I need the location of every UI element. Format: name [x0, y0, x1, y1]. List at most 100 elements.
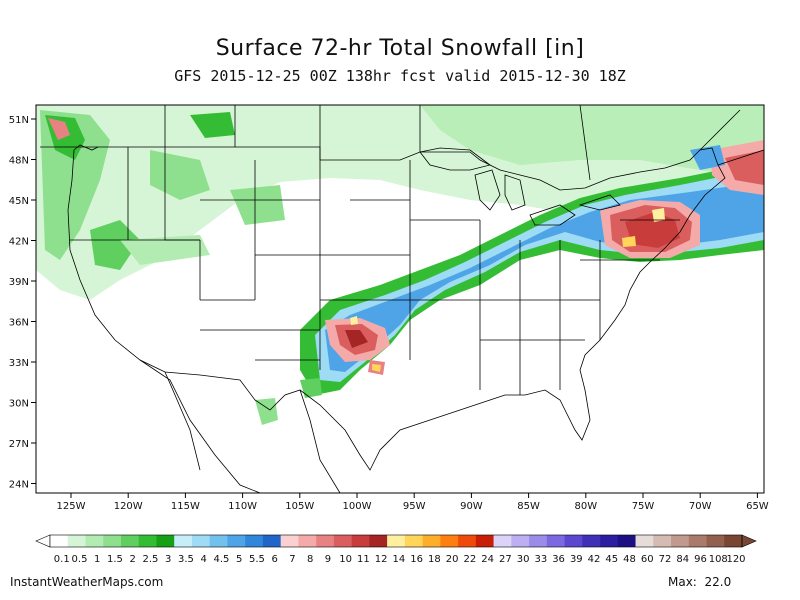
colorbar-label: 2.5 — [143, 554, 159, 565]
lat-tick-label: 45N — [9, 196, 29, 207]
latitude-axis: 51N 48N 45N 42N 39N 36N 33N 30N 27N 24N — [9, 115, 36, 491]
colorbar-label: 4.5 — [213, 554, 229, 565]
lat-tick-label: 24N — [9, 480, 29, 491]
colorbar-label: 2 — [130, 554, 136, 565]
colorbar-label: 96 — [694, 554, 707, 565]
political-boundaries — [40, 105, 764, 493]
colorbar-swatch — [103, 535, 122, 547]
colorbar-label: 8 — [307, 554, 313, 565]
colorbar-label: 39 — [570, 554, 583, 565]
colorbar-swatch — [227, 535, 246, 547]
colorbar-swatch — [564, 535, 583, 547]
colorbar-label: 18 — [428, 554, 441, 565]
colorbar-label: 5.5 — [249, 554, 265, 565]
colorbar-label: 1 — [94, 554, 100, 565]
lon-tick-label: 120W — [114, 501, 143, 512]
colorbar-label: 60 — [641, 554, 654, 565]
colorbar-label: 22 — [463, 554, 476, 565]
colorbar-label: 72 — [659, 554, 672, 565]
colorbar-swatch — [245, 535, 264, 547]
colorbar-label: 42 — [588, 554, 601, 565]
colorbar-swatch — [67, 535, 86, 547]
lon-tick-label: 115W — [171, 501, 200, 512]
lat-tick-label: 27N — [9, 439, 29, 450]
colorbar-label: 36 — [552, 554, 565, 565]
colorbar-swatch — [351, 535, 370, 547]
colorbar-swatch — [688, 535, 707, 547]
lon-tick-label: 75W — [632, 501, 655, 512]
colorbar-swatch — [511, 535, 530, 547]
colorbar-label: 33 — [534, 554, 547, 565]
colorbar-swatch — [138, 535, 157, 547]
colorbar-swatch — [209, 535, 228, 547]
lat-tick-label: 36N — [9, 318, 29, 329]
max-label: Max: — [668, 575, 697, 589]
colorbar-label: 45 — [605, 554, 618, 565]
lat-tick-label: 42N — [9, 237, 29, 248]
lon-tick-label: 110W — [228, 501, 257, 512]
lat-tick-label: 33N — [9, 358, 29, 369]
longitude-axis: 125W 120W 115W 110W 105W 100W 95W 90W 85W 80W 75W 7… — [57, 493, 769, 512]
colorbar-label: 3 — [165, 554, 171, 565]
colorbar-swatch — [706, 535, 725, 547]
colorbar-label: 1.5 — [107, 554, 123, 565]
lon-tick-label: 95W — [403, 501, 426, 512]
lon-tick-label: 65W — [746, 501, 769, 512]
colorbar-label: 4 — [201, 554, 207, 565]
colorbar-label: 5 — [236, 554, 242, 565]
lon-tick-label: 80W — [574, 501, 597, 512]
lon-tick-label: 125W — [57, 501, 86, 512]
colorbar-label: 14 — [393, 554, 406, 565]
colorbar-swatch — [617, 535, 636, 547]
colorbar-swatch — [369, 535, 388, 547]
colorbar-swatch — [120, 535, 140, 547]
lon-tick-label: 105W — [285, 501, 314, 512]
colorbar-label: 10 — [339, 554, 352, 565]
lat-tick-label: 39N — [9, 277, 29, 288]
colorbar: 0.1 0.5 1 1.5 2 2.5 3 3.5 4 4.5 5 5.5 6 7 8 9 10 11 12 14 16… — [35, 534, 757, 565]
colorbar-label: 48 — [623, 554, 636, 565]
colorbar-swatch — [440, 535, 459, 547]
colorbar-swatch — [493, 535, 512, 547]
max-readout: Max: 22.0 — [668, 575, 731, 589]
colorbar-swatch — [280, 535, 299, 547]
colorbar-label: 11 — [357, 554, 370, 565]
colorbar-swatch — [724, 535, 743, 547]
lat-tick-label: 51N — [9, 115, 29, 126]
colorbar-label: 0.1 — [54, 554, 70, 565]
colorbar-swatch — [174, 535, 193, 547]
colorbar-swatch — [262, 535, 281, 547]
lat-tick-label: 48N — [9, 156, 29, 167]
colorbar-arrow-left — [35, 534, 51, 548]
lon-tick-label: 90W — [460, 501, 483, 512]
colorbar-label: 27 — [499, 554, 512, 565]
colorbar-swatch — [191, 535, 210, 547]
map-title: Surface 72-hr Total Snowfall [in] — [215, 36, 585, 61]
lon-tick-label: 70W — [689, 501, 712, 512]
colorbar-label: 108 — [709, 554, 728, 565]
lon-tick-label: 100W — [343, 501, 372, 512]
colorbar-swatch — [316, 535, 335, 547]
colorbar-label: 20 — [446, 554, 459, 565]
colorbar-label: 0.5 — [72, 554, 88, 565]
colorbar-swatch — [156, 535, 175, 547]
colorbar-swatch — [671, 535, 690, 547]
colorbar-swatch — [546, 535, 565, 547]
colorbar-label: 9 — [325, 554, 331, 565]
colorbar-arrow-right — [741, 534, 757, 548]
colorbar-label: 7 — [289, 554, 295, 565]
colorbar-swatch — [600, 535, 619, 547]
colorbar-swatch — [458, 535, 477, 547]
colorbar-label: 12 — [375, 554, 388, 565]
colorbar-label: 120 — [726, 554, 745, 565]
colorbar-swatch — [582, 535, 601, 547]
colorbar-label: 24 — [481, 554, 494, 565]
colorbar-swatch — [298, 535, 317, 547]
map-subtitle: GFS 2015-12-25 00Z 138hr fcst valid 2015… — [174, 67, 626, 85]
colorbar-swatch — [404, 535, 423, 547]
colorbar-label: 16 — [410, 554, 423, 565]
colorbar-label: 84 — [676, 554, 689, 565]
max-value: 22.0 — [704, 575, 732, 589]
lat-tick-label: 30N — [9, 399, 29, 410]
